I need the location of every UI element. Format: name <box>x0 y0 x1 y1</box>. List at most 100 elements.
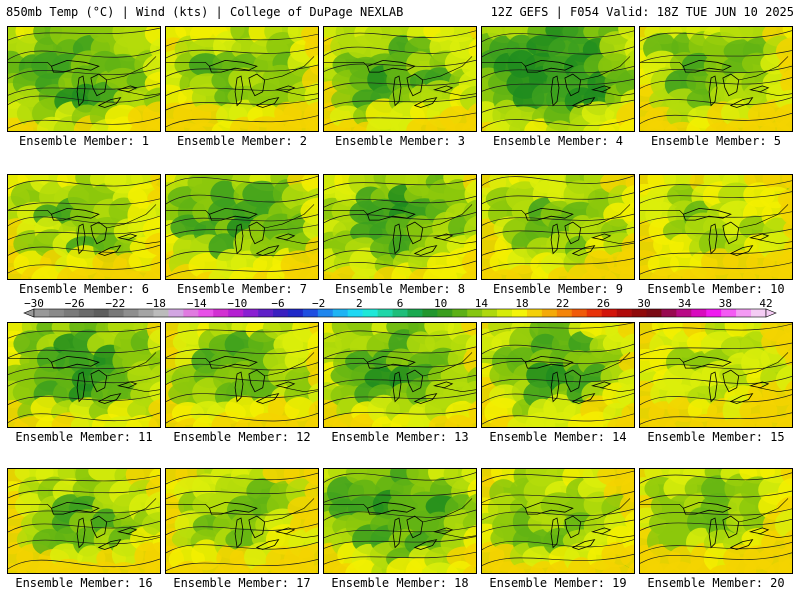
colorbar-tick-label: −22 <box>105 297 126 310</box>
colorbar-segment <box>332 309 349 317</box>
colorbar-segment <box>422 309 438 317</box>
ensemble-member-map <box>639 26 793 132</box>
colorbar-tick-label: −26 <box>64 297 85 310</box>
temperature-field <box>8 323 160 427</box>
height-contours <box>8 178 160 274</box>
colorbar-segment <box>347 309 363 317</box>
model-run-info: 12Z GEFS | F054 Valid: 18Z TUE JUN 10 20… <box>490 5 794 19</box>
colorbar-segment <box>93 309 109 317</box>
member-caption: Ensemble Member: 9 <box>492 282 624 296</box>
great-lakes-outline <box>166 204 318 256</box>
colorbar-segment <box>168 309 184 317</box>
colorbar-tick-label: −6 <box>271 297 285 310</box>
great-lakes-outline <box>8 498 160 550</box>
height-contours <box>640 472 792 565</box>
member-map-svg <box>166 469 318 573</box>
temperature-field <box>166 175 318 279</box>
great-lakes-outline <box>640 56 792 108</box>
temperature-field <box>640 175 792 279</box>
member-map-svg <box>482 469 634 573</box>
member-map-svg <box>8 27 160 131</box>
member-map-svg <box>8 469 160 573</box>
colorbar-tick-label: 10 <box>434 297 448 310</box>
member-caption: Ensemble Member: 11 <box>15 430 153 444</box>
member-caption: Ensemble Member: 2 <box>176 134 308 148</box>
member-caption: Ensemble Member: 8 <box>334 282 466 296</box>
temperature-field <box>166 27 318 131</box>
colorbar-tick-label: −18 <box>146 297 166 310</box>
colorbar-tick-label: 42 <box>759 297 773 310</box>
temperature-field <box>640 27 792 131</box>
colorbar-segment <box>317 309 334 317</box>
colorbar-max-arrow <box>765 308 777 318</box>
height-contours <box>640 30 792 125</box>
map-title: 850mb Temp (°C) | Wind (kts) | College o… <box>6 5 404 19</box>
colorbar-tick-label: 18 <box>515 297 529 310</box>
member-caption: Ensemble Member: 10 <box>647 282 785 296</box>
colorbar-tick-label: 2 <box>356 297 363 310</box>
member-map-svg <box>166 27 318 131</box>
great-lakes-outline <box>640 204 792 256</box>
colorbar-segment <box>571 309 588 317</box>
colorbar-segment <box>63 309 80 317</box>
colorbar-segment <box>392 309 408 317</box>
member-map-svg <box>324 323 476 427</box>
height-contours <box>640 180 792 275</box>
great-lakes-outline <box>482 56 634 108</box>
colorbar-segment <box>437 309 453 317</box>
colorbar-tick-label: 6 <box>396 297 404 310</box>
colorbar-segment <box>482 309 498 317</box>
temperature-field <box>324 323 476 427</box>
colorbar-segment <box>34 309 50 317</box>
colorbar-segment <box>183 309 199 317</box>
temperature-field <box>482 175 634 279</box>
colorbar-scale <box>23 308 777 318</box>
member-caption: Ensemble Member: 3 <box>334 134 466 148</box>
colorbar-segment <box>706 309 722 317</box>
height-contours <box>324 30 476 126</box>
great-lakes-outline <box>166 498 318 550</box>
great-lakes-outline <box>324 498 476 550</box>
colorbar-segment <box>78 309 95 317</box>
colorbar-tick-label: 14 <box>474 297 488 310</box>
colorbar-tick-label: 30 <box>637 297 651 310</box>
ensemble-member-map <box>7 468 161 574</box>
colorbar-tick-label: −2 <box>312 297 326 310</box>
ensemble-member-map <box>165 322 319 428</box>
member-caption: Ensemble Member: 13 <box>331 430 469 444</box>
ensemble-member-map <box>323 322 477 428</box>
colorbar-segment <box>302 309 319 317</box>
colorbar-segment <box>407 309 423 317</box>
height-contours <box>482 30 634 129</box>
colorbar-segment <box>198 309 214 317</box>
great-lakes-outline <box>324 204 476 256</box>
member-map-svg <box>166 323 318 427</box>
ensemble-member-map <box>323 174 477 280</box>
member-map-svg <box>8 323 160 427</box>
ensemble-member-map <box>481 26 635 132</box>
ensemble-member-map <box>7 26 161 132</box>
colorbar-segment <box>213 309 229 317</box>
colorbar-segment <box>616 309 632 317</box>
member-caption: Ensemble Member: 14 <box>489 430 627 444</box>
member-caption: Ensemble Member: 19 <box>489 576 627 590</box>
colorbar-segment <box>526 309 543 317</box>
member-caption: Ensemble Member: 7 <box>176 282 308 296</box>
member-map-svg <box>166 175 318 279</box>
member-caption: Ensemble Member: 6 <box>18 282 150 296</box>
height-contours <box>324 471 476 565</box>
colorbar-segment <box>287 309 304 317</box>
temperature-field <box>640 469 792 573</box>
great-lakes-outline <box>482 498 634 550</box>
ensemble-member-map <box>323 26 477 132</box>
colorbar-segment <box>541 309 558 317</box>
colorbar-segment <box>258 309 274 317</box>
member-caption: Ensemble Member: 12 <box>173 430 311 444</box>
member-map-svg <box>482 27 634 131</box>
height-contours <box>482 323 634 425</box>
member-map-svg <box>324 175 476 279</box>
temperature-field <box>482 469 634 573</box>
temperature-field <box>482 323 634 427</box>
great-lakes-outline <box>482 204 634 256</box>
temperature-field <box>8 27 160 131</box>
